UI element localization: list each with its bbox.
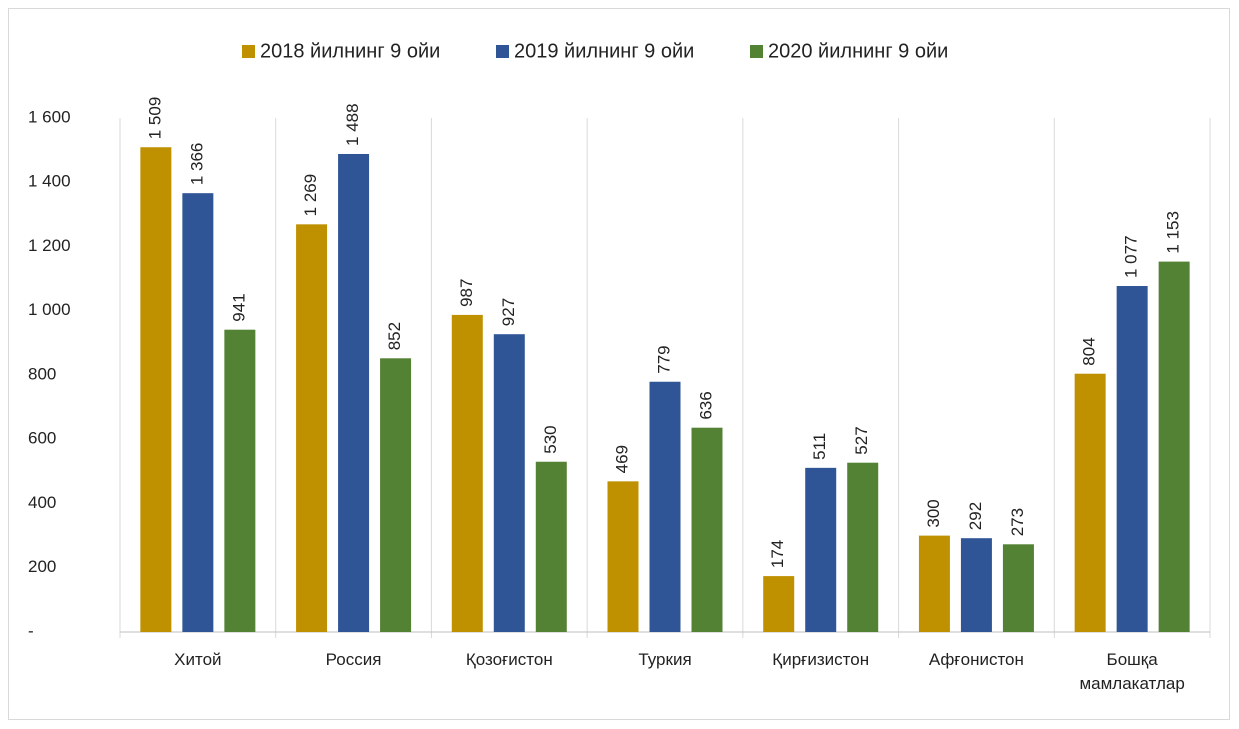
data-label: 1 269	[301, 174, 320, 217]
bar	[1158, 261, 1190, 632]
x-tick-label: Қозоғистон	[465, 650, 553, 669]
data-label: 273	[1008, 508, 1027, 536]
y-tick-label: -	[28, 621, 34, 640]
legend-swatch	[496, 45, 509, 58]
y-tick-label: 600	[28, 429, 56, 448]
y-tick-label: 400	[28, 493, 56, 512]
y-tick-label: 200	[28, 557, 56, 576]
data-label: 300	[924, 499, 943, 527]
bar	[763, 576, 795, 632]
bar	[805, 467, 837, 632]
legend-label: 2018 йилнинг 9 ойи	[260, 40, 440, 62]
legend-swatch	[242, 45, 255, 58]
data-label: 1 366	[187, 143, 206, 186]
bar	[691, 427, 723, 632]
data-label: 1 488	[343, 103, 362, 146]
bar	[960, 538, 992, 632]
data-label: 1 077	[1122, 235, 1141, 278]
data-label: 804	[1080, 337, 1099, 365]
bar	[224, 329, 256, 632]
data-label: 1 509	[145, 97, 164, 140]
data-label: 527	[852, 426, 871, 454]
y-tick-label: 1 200	[28, 236, 71, 255]
data-label: 469	[612, 445, 631, 473]
y-tick-label: 1 000	[28, 300, 71, 319]
bar	[918, 535, 950, 632]
x-tick-label: Хитой	[174, 650, 222, 669]
bar	[451, 314, 483, 632]
bar	[847, 462, 879, 632]
data-label: 927	[499, 298, 518, 326]
bar	[338, 153, 370, 633]
data-label: 636	[696, 391, 715, 419]
data-label: 530	[541, 425, 560, 453]
bar	[649, 381, 681, 632]
bar	[296, 224, 328, 633]
bar	[140, 147, 172, 632]
x-tick-label: Россия	[325, 650, 382, 669]
y-tick-label: 800	[28, 364, 56, 383]
x-tick-label: Бошқа мамлакатлар	[1079, 650, 1185, 693]
data-label: 941	[229, 293, 248, 321]
bar	[1074, 373, 1106, 632]
data-label: 779	[654, 345, 673, 373]
bar	[1116, 286, 1148, 632]
x-tick-label: Туркия	[638, 650, 692, 669]
data-label: 174	[768, 540, 787, 568]
y-tick-label: 1 600	[28, 107, 71, 126]
bar	[1002, 544, 1034, 632]
legend-swatch	[750, 45, 763, 58]
data-label: 852	[385, 322, 404, 350]
x-tick-label: Қирғизистон	[772, 650, 870, 669]
legend-label: 2020 йилнинг 9 ойи	[768, 40, 948, 62]
data-label: 511	[810, 433, 829, 460]
bar	[607, 481, 639, 632]
data-label: 987	[457, 279, 476, 307]
bar	[380, 358, 412, 632]
y-tick-label: 1 400	[28, 172, 71, 191]
bar	[182, 193, 214, 633]
x-tick-label: Афғонистон	[928, 650, 1024, 669]
bar	[535, 461, 567, 632]
legend-label: 2019 йилнинг 9 ойи	[514, 40, 694, 62]
bar	[493, 334, 525, 632]
data-label: 1 153	[1164, 211, 1183, 254]
data-label: 292	[966, 502, 985, 530]
